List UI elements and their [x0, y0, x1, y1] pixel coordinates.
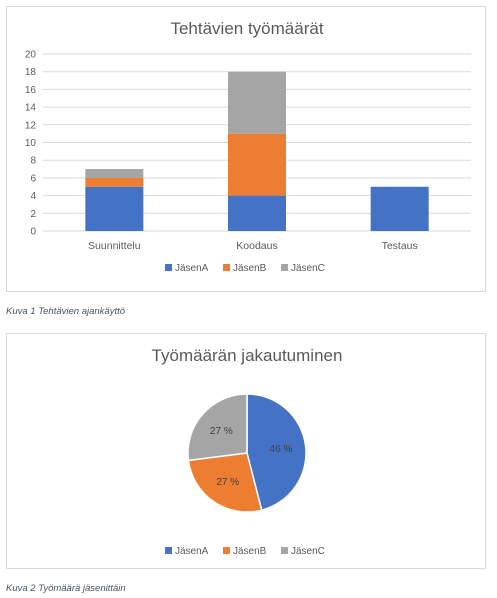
pie-chart-svg: Työmäärän jakautuminen 46 % 27 % 27 % JäsenA…	[152, 346, 343, 557]
x-category-label: Koodaus	[236, 240, 277, 252]
y-tick-label: 18	[25, 67, 37, 78]
legend-swatch	[281, 547, 288, 554]
figure-caption-1: Kuva 1 Tehtävien ajankäyttö	[6, 306, 126, 317]
y-tick-label: 4	[30, 191, 36, 202]
y-tick-label: 12	[25, 120, 37, 131]
legend-label: JäsenA	[175, 546, 209, 557]
figure-caption-2: Kuva 2 Työmäärä jäsenittäin	[6, 583, 126, 594]
bar-segment	[370, 186, 429, 231]
y-tick-label: 16	[25, 85, 37, 96]
y-tick-label: 0	[30, 227, 36, 238]
pie-slice	[187, 452, 263, 513]
bar-segment	[85, 177, 144, 187]
pie-data-label: 46 %	[270, 444, 293, 455]
y-tick-label: 6	[30, 173, 36, 184]
bar-segment	[85, 186, 144, 231]
x-category-label: Suunnittelu	[88, 240, 141, 252]
legend-label: JäsenB	[233, 546, 267, 557]
y-tick-label: 10	[25, 138, 37, 149]
legend-swatch	[281, 264, 288, 271]
legend-label: JäsenC	[291, 263, 325, 274]
stacked-bar-chart: Tehtävien työmäärät 0 2 4 6 8 10 12 14 16 18 20 Suun…	[6, 6, 486, 292]
pie-chart-title: Työmäärän jakautuminen	[152, 346, 343, 365]
y-tick-label: 8	[30, 156, 36, 167]
legend-swatch	[165, 547, 172, 554]
legend-label: JäsenA	[175, 263, 209, 274]
bar-segment	[85, 169, 144, 178]
bar-segment	[228, 195, 286, 231]
bar-segment	[228, 71, 286, 134]
legend-label: JäsenC	[291, 546, 325, 557]
bar-chart-title: Tehtävien työmäärät	[170, 19, 323, 38]
y-tick-label: 2	[30, 209, 36, 220]
pie-data-label: 27 %	[210, 426, 233, 437]
pie-slice	[246, 393, 307, 512]
bar-segment	[228, 133, 286, 196]
legend-swatch	[223, 264, 230, 271]
y-tick-label: 14	[25, 103, 37, 114]
legend-label: JäsenB	[233, 263, 267, 274]
legend-swatch	[223, 547, 230, 554]
bar-chart-svg: Tehtävien työmäärät 0 2 4 6 8 10 12 14 16 18 20 Suun…	[25, 19, 471, 274]
y-tick-label: 20	[25, 50, 37, 61]
pie-slice	[187, 393, 248, 462]
pie-data-label: 27 %	[216, 477, 239, 488]
legend-swatch	[165, 264, 172, 271]
pie-chart: Työmäärän jakautuminen 46 % 27 % 27 % JäsenA…	[6, 333, 486, 569]
x-category-label: Testaus	[382, 240, 418, 252]
